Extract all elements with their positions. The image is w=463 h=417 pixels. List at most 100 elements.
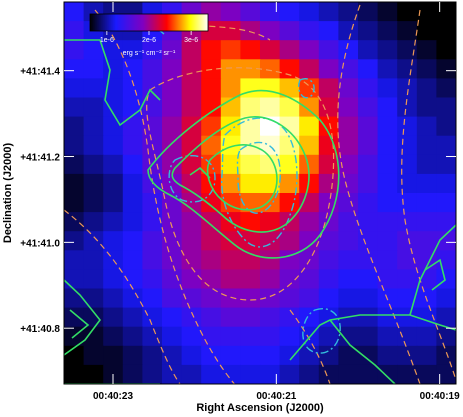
heatmap-cell xyxy=(416,154,437,175)
heatmap-cell xyxy=(338,326,359,347)
heatmap-cell xyxy=(260,288,281,309)
heatmap-cell xyxy=(318,173,339,194)
heatmap-cell xyxy=(377,97,398,118)
heatmap-cell xyxy=(220,21,241,41)
x-axis-ticks: 00:40:23 00:40:21 00:40:19 xyxy=(93,2,460,402)
heatmap-cell xyxy=(358,269,379,290)
cyan-contour xyxy=(221,117,298,248)
heatmap-cell xyxy=(240,307,261,328)
heatmap-cell xyxy=(220,78,241,99)
heatmap-cell xyxy=(83,212,104,232)
heatmap-cell xyxy=(162,59,183,79)
heatmap-cell xyxy=(83,345,104,366)
heatmap-cell xyxy=(220,345,241,366)
heatmap-cell xyxy=(299,21,320,41)
heatmap-cell xyxy=(377,307,398,328)
heatmap-cell xyxy=(416,269,437,290)
colorbar-tick-label: 3e-6 xyxy=(184,37,198,44)
plot-area xyxy=(64,2,456,384)
heatmap-cell xyxy=(240,326,261,347)
heatmap-cell xyxy=(142,269,163,290)
heatmap-cell xyxy=(142,288,163,309)
heatmap-cell xyxy=(162,78,183,99)
heatmap-cell xyxy=(338,173,359,194)
green-contour xyxy=(69,309,90,339)
heatmap-cell xyxy=(122,154,143,175)
y-tick-label: +41:41.2 xyxy=(20,153,60,164)
heatmap-cell xyxy=(201,173,222,194)
heatmap-cell xyxy=(377,135,398,156)
heatmap-cell xyxy=(181,173,202,194)
heatmap-cell xyxy=(416,59,437,79)
heatmap-cell xyxy=(279,345,300,366)
heatmap-cell xyxy=(83,288,104,309)
heatmap-cell xyxy=(220,173,241,194)
heatmap-cell xyxy=(64,212,85,232)
heatmap-cell xyxy=(260,250,281,270)
heatmap-cell xyxy=(181,269,202,290)
heatmap-cell xyxy=(220,2,241,22)
heatmap-cell xyxy=(279,173,300,194)
heatmap-cell xyxy=(377,250,398,270)
heatmap-cell xyxy=(83,193,104,213)
heatmap-cell xyxy=(436,21,456,41)
heatmap-cell xyxy=(416,326,437,347)
heatmap-cell xyxy=(142,250,163,270)
heatmap-cell xyxy=(162,288,183,309)
heatmap-cell xyxy=(103,116,124,137)
heatmap-cell xyxy=(201,250,222,270)
heatmap-cell xyxy=(181,97,202,118)
heatmap-cell xyxy=(201,345,222,366)
heatmap-cell xyxy=(162,269,183,290)
heatmap-cell xyxy=(220,364,241,384)
heatmap-cell xyxy=(279,97,300,118)
heatmap-cell xyxy=(122,364,143,384)
heatmap-cell xyxy=(358,21,379,41)
heatmap-cell xyxy=(240,364,261,384)
heatmap-cell xyxy=(83,250,104,270)
green-solid-contours xyxy=(64,39,456,384)
heatmap-cell xyxy=(299,364,320,384)
orange-contour xyxy=(289,309,331,384)
heatmap-cell xyxy=(397,173,418,194)
heatmap-cell xyxy=(142,97,163,118)
heatmap-cell xyxy=(377,2,398,22)
heatmap-cell xyxy=(436,345,456,366)
heatmap-cell xyxy=(142,193,163,213)
heatmap-cell xyxy=(279,250,300,270)
colorbar-ticks: 1e-6 2e-6 3e-6 xyxy=(100,31,198,44)
heatmap-cell xyxy=(103,40,124,60)
heatmap-cell xyxy=(103,59,124,79)
heatmap-cell xyxy=(279,269,300,290)
heatmap-cell xyxy=(318,288,339,309)
heatmap-cell xyxy=(240,59,261,79)
heatmap-cell xyxy=(260,231,281,251)
heatmap-cell xyxy=(358,307,379,328)
heatmap-cell xyxy=(122,250,143,270)
heatmap-cell xyxy=(299,78,320,99)
heatmap-cell xyxy=(358,59,379,79)
cyan-contour xyxy=(298,78,315,99)
heatmap-cell xyxy=(83,78,104,99)
heatmap-cell xyxy=(279,307,300,328)
heatmap-cell xyxy=(181,40,202,60)
heatmap-cell xyxy=(220,154,241,175)
heatmap-cell xyxy=(397,326,418,347)
heatmap-cell xyxy=(240,193,261,213)
heatmap-cell xyxy=(279,364,300,384)
orange-contour xyxy=(94,9,236,384)
heatmap-cell xyxy=(397,212,418,232)
y-tick-label: +41:41.0 xyxy=(20,238,60,249)
heatmap-cell xyxy=(377,59,398,79)
heatmap-cell xyxy=(338,154,359,175)
heatmap-cell xyxy=(279,116,300,137)
heatmap-cell xyxy=(103,135,124,156)
heatmap-cell xyxy=(201,326,222,347)
heatmap-cell xyxy=(260,193,281,213)
heatmap-cell xyxy=(220,288,241,309)
heatmap-cell xyxy=(201,97,222,118)
heatmap-cell xyxy=(279,231,300,251)
heatmap-cell xyxy=(64,173,85,194)
heatmap-cell xyxy=(220,40,241,60)
green-contour xyxy=(171,116,310,233)
